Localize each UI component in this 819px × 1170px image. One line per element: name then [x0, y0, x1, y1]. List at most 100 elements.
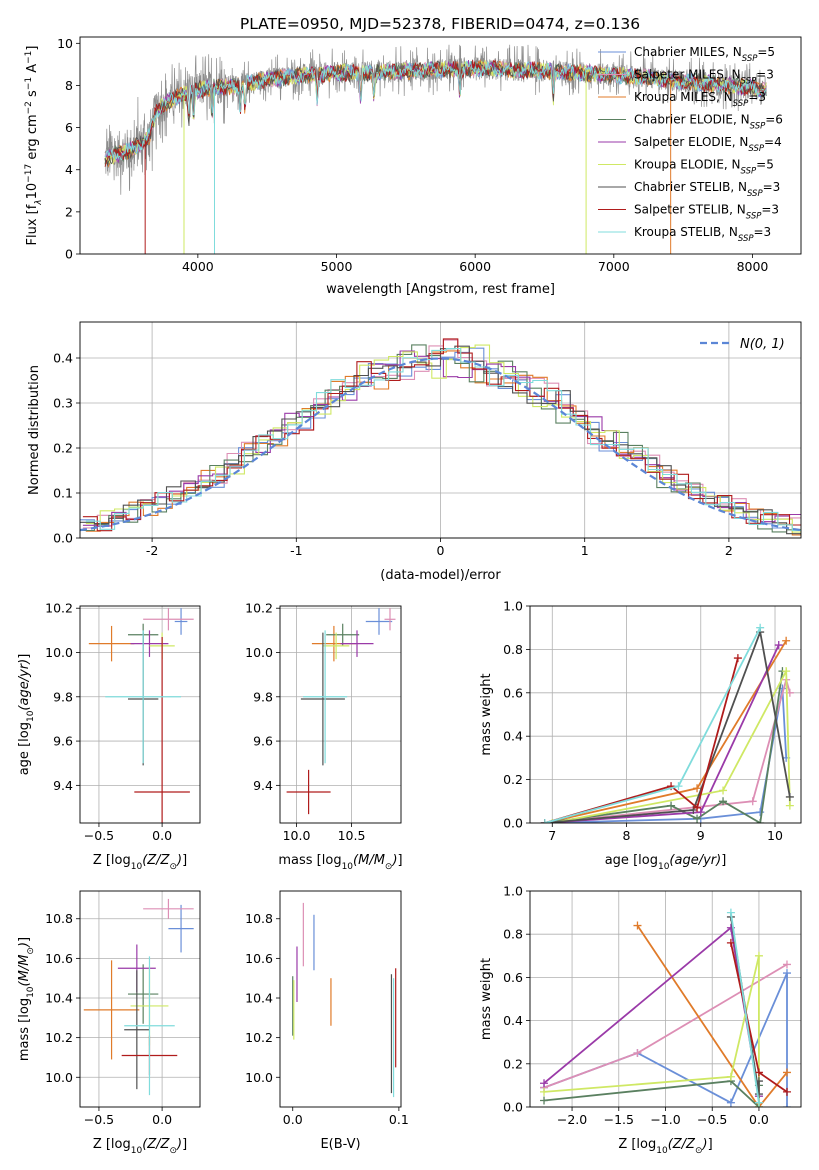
x-axis-label: age [log10(age/yr)]: [605, 853, 727, 872]
weight-marker: [733, 654, 742, 663]
y-tick-label: 10.2: [45, 601, 73, 616]
legend-entry-salpeter-stelib: Salpeter STELIB, NSSP=3: [634, 203, 779, 222]
y-tick-label: 10.8: [45, 911, 73, 926]
axes-frame: [529, 890, 802, 1108]
y-axis-label: Flux [fλ10−17 erg cm−2 s−1 A−1]: [24, 46, 44, 246]
histogram-chabrier-stelib: [80, 345, 801, 535]
x-axis-label: E(B-V): [320, 1137, 360, 1152]
x-tick-label: 8000: [737, 259, 769, 274]
axes-frame: [79, 36, 802, 255]
z-mass-plot: −0.5 0.0 10.0 10.2 10.4 10.6 10.8 Z [log10(Z/Z⊙…: [17, 890, 201, 1156]
y-axis-label: Normed distribution: [27, 365, 42, 495]
axes-frame: [79, 321, 802, 539]
y-tick-label: 10.6: [245, 951, 273, 966]
errorbar-chabrier-stelib: [124, 970, 150, 1090]
weight-marker: [696, 808, 705, 817]
x-axis-label: (data-model)/error: [380, 568, 501, 583]
legend-entry-salpeter-elodie: Salpeter ELODIE, NSSP=4: [634, 135, 782, 154]
y-tick-label: 10.0: [245, 1070, 273, 1085]
weight-marker: [633, 921, 642, 930]
weight-marker: [754, 951, 763, 960]
x-tick-label: 0.0: [152, 1112, 172, 1127]
errorbar-chabrier-stelib: [300, 632, 345, 766]
errorbar-chabrier-miles: [174, 608, 188, 635]
y-tick-label: 9.4: [53, 778, 73, 793]
age-weight-plot: 7 8 9 10 0.0 0.2 0.4 0.6 0.8 1.0 age [log10(age/yr…: [479, 599, 802, 872]
y-tick-label: 10.4: [45, 991, 73, 1006]
axes-frame: [279, 605, 402, 824]
x-tick-label: −0.5: [697, 1112, 727, 1127]
y-tick-label: 0.3: [53, 396, 73, 411]
x-tick-label: 7000: [598, 259, 630, 274]
y-tick-label: 0.0: [53, 531, 73, 546]
legend-entry-salpeter-miles: Salpeter MILES, NSSP=3: [634, 68, 774, 87]
weight-marker: [540, 1096, 549, 1105]
errorbar-chabrier-elodie: [128, 964, 159, 1024]
y-tick-label: 10: [57, 36, 73, 51]
ebv-mass-marks: [292, 902, 397, 1098]
y-tick-label: 0.0: [503, 1100, 523, 1115]
x-tick-label: -2: [146, 543, 158, 558]
legend-entry-normal: N(0, 1): [740, 337, 785, 352]
y-tick-label: 10.0: [45, 1070, 73, 1085]
x-axis-label: Z [log10(Z/Z⊙)]: [93, 1137, 187, 1156]
weight-marker: [754, 1098, 763, 1107]
y-tick-label: 10.2: [245, 1030, 273, 1045]
y-tick-label: 9.6: [53, 734, 73, 749]
y-tick-label: 0.2: [503, 1056, 523, 1071]
legend-entry-kroupa-elodie: Kroupa ELODIE, NSSP=5: [634, 158, 774, 177]
weight-marker: [782, 1087, 791, 1096]
histogram-kroupa-stelib: [85, 348, 801, 532]
legend-entry-chabrier-stelib: Chabrier STELIB, NSSP=3: [634, 180, 780, 199]
weight-line-kroupa-stelib: [544, 627, 761, 823]
histogram-salpeter-stelib: [82, 338, 801, 532]
x-axis-label: Z [log10(Z/Z⊙)]: [618, 1137, 712, 1156]
x-tick-label: −0.5: [84, 828, 114, 843]
x-tick-label: 6000: [459, 259, 491, 274]
weight-line-kroupa-miles: [544, 640, 787, 823]
weight-marker: [754, 1068, 763, 1077]
y-axis-label: mass [log10(M/M⊙)]: [17, 937, 36, 1061]
age-weight-marks: [540, 623, 794, 823]
weight-marker: [754, 1090, 763, 1099]
x-tick-label: 9: [697, 828, 705, 843]
weight-line-chabrier-elodie: [544, 670, 784, 823]
legend-entry-chabrier-miles: Chabrier MILES, NSSP=5: [634, 45, 775, 64]
y-tick-label: 8: [65, 78, 73, 93]
weight-marker: [785, 792, 794, 801]
legend-entry-kroupa-miles: Kroupa MILES, NSSP=3: [634, 90, 766, 109]
weight-marker: [540, 1079, 549, 1088]
weight-line-kroupa-elodie: [552, 667, 791, 823]
histogram-salpeter-elodie: [82, 350, 801, 527]
weight-marker: [693, 784, 702, 793]
x-tick-label: 0.0: [283, 1112, 303, 1127]
y-tick-label: 9.6: [253, 734, 273, 749]
weight-marker: [693, 814, 702, 823]
axes-frame: [529, 605, 802, 824]
y-tick-label: 2: [65, 204, 73, 219]
y-tick-label: 0: [65, 247, 73, 262]
x-tick-label: 0: [437, 543, 445, 558]
y-tick-label: 10.2: [45, 1030, 73, 1045]
x-tick-label: −0.5: [84, 1112, 114, 1127]
spectrum-marks: [104, 44, 767, 254]
model-line-kroupa-stelib: [104, 60, 767, 161]
weight-marker: [785, 801, 794, 810]
mass-age-marks: [286, 608, 396, 815]
errorbar-kroupa-miles: [88, 625, 135, 662]
x-tick-label: 0.0: [152, 828, 172, 843]
x-tick-label: −1.5: [604, 1112, 634, 1127]
z-weight-plot: −2.0 −1.5 −1.0 −0.5 0.0 0.0 0.2 0.4 0.6 0.8 1.0 Z […: [479, 884, 802, 1156]
x-tick-label: 1: [581, 543, 589, 558]
ebv-mass-plot: 0.0 0.1 10.0 10.2 10.4 10.6 10.8 E(B-V): [245, 890, 409, 1152]
y-tick-label: 9.8: [253, 689, 273, 704]
weight-marker: [633, 1049, 642, 1057]
y-tick-label: 9.4: [253, 778, 273, 793]
x-tick-label: −1.0: [650, 1112, 680, 1127]
weight-marker: [540, 1087, 549, 1096]
y-tick-label: 6: [65, 120, 73, 135]
y-tick-label: 9.8: [53, 689, 73, 704]
errorbar-salpeter-elodie: [340, 630, 374, 657]
x-tick-label: 0.1: [389, 1112, 409, 1127]
weight-marker: [726, 1098, 735, 1107]
